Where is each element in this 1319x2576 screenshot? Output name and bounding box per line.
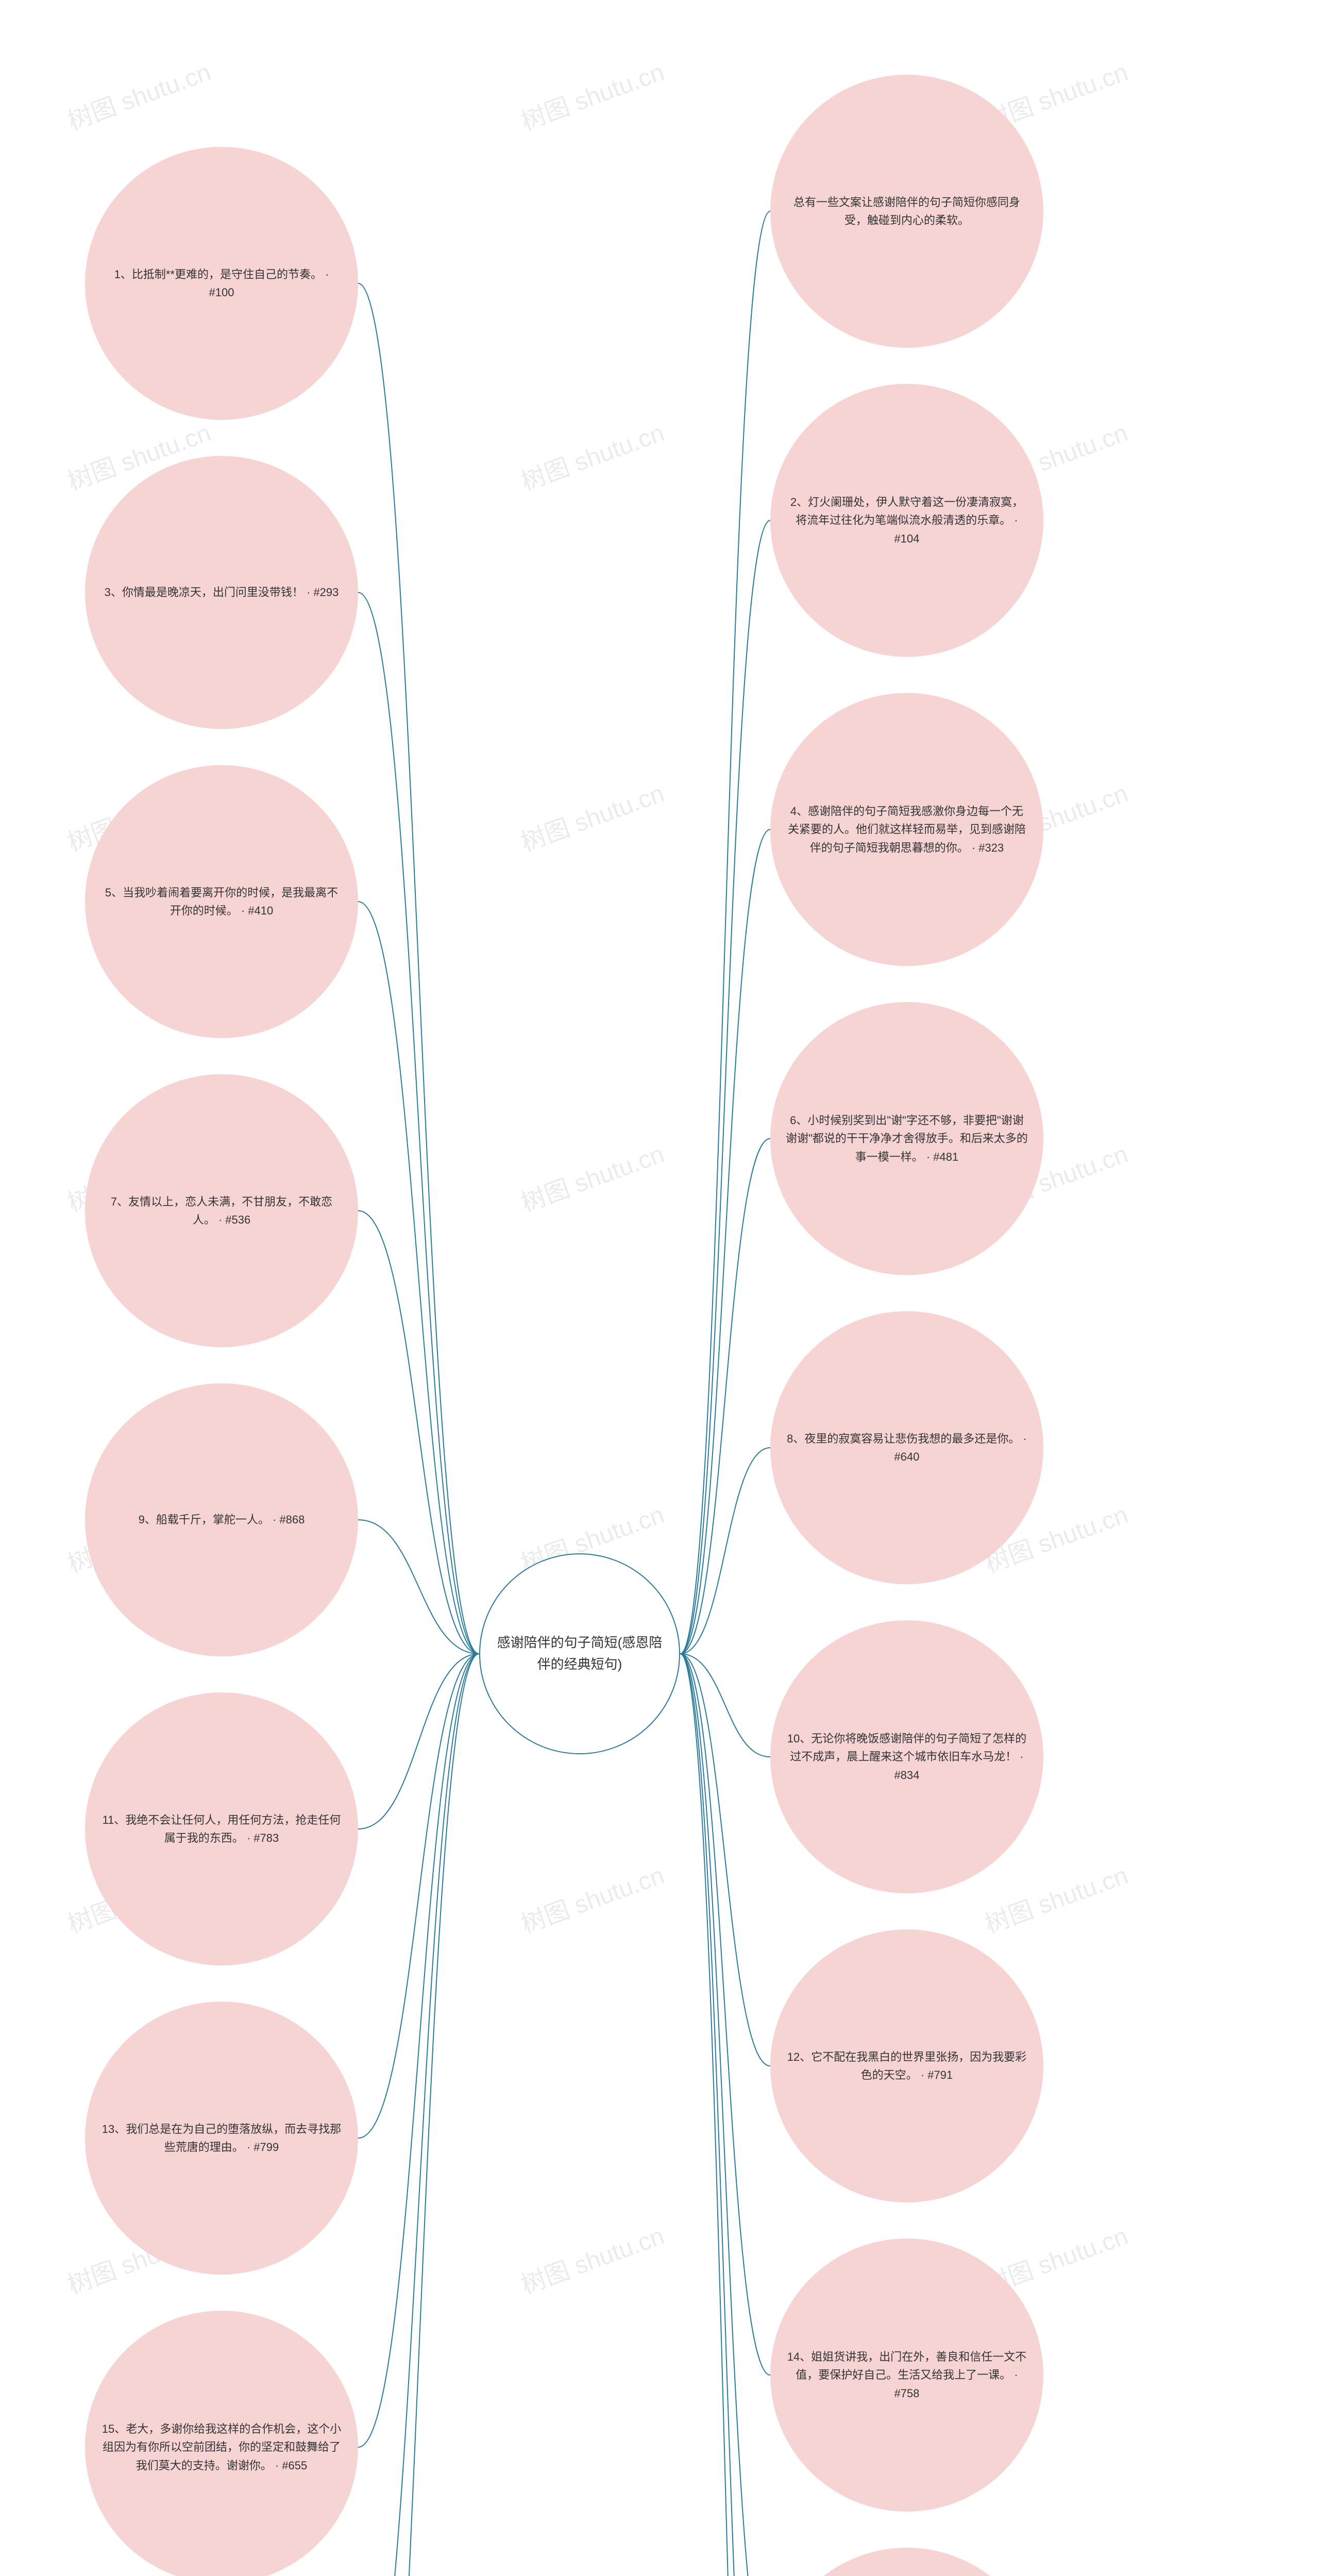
edge [358, 1654, 479, 2447]
leaf-node: 6、小时候别奖到出"谢"字还不够，非要把"谢谢谢谢"都说的干干净净才舍得放手。和… [770, 1002, 1043, 1275]
watermark: 树图 shutu.cn [979, 1855, 1132, 1940]
edge [358, 1654, 479, 2138]
leaf-node: 11、我绝不会让任何人，用任何方法，抢走任何属于我的东西。 · #783 [85, 1692, 358, 1965]
edge [680, 1448, 770, 1654]
leaf-node: 8、夜里的寂寞容易让悲伤我想的最多还是你。 · #640 [770, 1311, 1043, 1584]
watermark: 树图 shutu.cn [515, 1134, 668, 1219]
leaf-node: 4、感谢陪伴的句子简短我感激你身边每一个无关紧要的人。他们就这样轻而易举，见到感… [770, 693, 1043, 966]
node-label: 7、友情以上，恋人未满，不甘朋友，不敢恋人。 · #536 [100, 1193, 343, 1229]
node-label: 14、姐姐货讲我，出门在外，善良和信任一文不值，要保护好自己。生活又给我上了一课… [786, 2348, 1028, 2402]
watermark: 树图 shutu.cn [62, 52, 215, 137]
mindmap-canvas: 树图 shutu.cn 树图 shutu.cn 树图 shutu.cn 树图 shut… [0, 0, 1319, 2576]
edge [680, 520, 770, 1654]
edge [358, 1654, 479, 2576]
leaf-node: 12、它不配在我黑白的世界里张扬，因为我要彩色的天空。 · #791 [770, 1929, 1043, 2202]
watermark: 树图 shutu.cn [515, 413, 668, 498]
node-label: 4、感谢陪伴的句子简短我感激你身边每一个无关紧要的人。他们就这样轻而易举，见到感… [786, 802, 1028, 857]
edge [680, 1654, 770, 1757]
node-label: 感谢陪伴的句子简短(感恩陪伴的经典短句) [496, 1632, 664, 1675]
edge [358, 1654, 479, 1829]
node-label: 11、我绝不会让任何人，用任何方法，抢走任何属于我的东西。 · #783 [100, 1811, 343, 1847]
leaf-node: 15、老大，多谢你给我这样的合作机会，这个小组因为有你所以空前团结，你的坚定和鼓… [85, 2311, 358, 2576]
leaf-node: 16、经历了风雨，才知道您的可贵；走上了成功，才知道您的伟大。 · #663 [770, 2548, 1043, 2576]
node-label: 10、无论你将晚饭感谢陪伴的句子简短了怎样的过不成声，晨上醒来这个城市依旧车水马… [786, 1730, 1028, 1784]
leaf-node: 10、无论你将晚饭感谢陪伴的句子简短了怎样的过不成声，晨上醒来这个城市依旧车水马… [770, 1620, 1043, 1893]
node-label: 15、老大，多谢你给我这样的合作机会，这个小组因为有你所以空前团结，你的坚定和鼓… [100, 2420, 343, 2475]
node-label: 9、船载千斤，掌舵一人。 · #868 [139, 1511, 305, 1529]
node-label: 12、它不配在我黑白的世界里张扬，因为我要彩色的天空。 · #791 [786, 2048, 1028, 2084]
edge [358, 902, 479, 1654]
edge [680, 1654, 770, 2576]
edge [358, 283, 479, 1654]
edge [358, 1520, 479, 1654]
leaf-node: 2、灯火阑珊处，伊人默守着这一份凄清寂寞，将流年过往化为笔端似流水般清透的乐章。… [770, 384, 1043, 657]
watermark: 树图 shutu.cn [515, 773, 668, 858]
center-node: 感谢陪伴的句子简短(感恩陪伴的经典短句) [479, 1553, 680, 1754]
watermark: 树图 shutu.cn [515, 52, 668, 137]
node-label: 6、小时候别奖到出"谢"字还不够，非要把"谢谢谢谢"都说的干干净净才舍得放手。和… [786, 1111, 1028, 1166]
node-label: 1、比抵制**更难的，是守住自己的节奏。 · #100 [100, 265, 343, 301]
leaf-node: 1、比抵制**更难的，是守住自己的节奏。 · #100 [85, 147, 358, 420]
node-label: 13、我们总是在为自己的堕落放纵，而去寻找那些荒唐的理由。 · #799 [100, 2120, 343, 2156]
leaf-node: 3、你情最是晚凉天，出门问里没带钱！ · #293 [85, 456, 358, 729]
edge [680, 1654, 770, 2375]
edge [680, 829, 770, 1654]
edge [680, 211, 770, 1654]
node-label: 5、当我吵着闹着要离开你的时候，是我最离不开你的时候。 · #410 [100, 884, 343, 920]
edge [358, 1211, 479, 1654]
watermark: 树图 shutu.cn [515, 2216, 668, 2301]
node-label: 总有一些文案让感谢陪伴的句子简短你感同身受，触碰到内心的柔软。 [786, 193, 1028, 229]
edge [680, 1654, 770, 2576]
leaf-node: 9、船载千斤，掌舵一人。 · #868 [85, 1383, 358, 1656]
node-label: 8、夜里的寂寞容易让悲伤我想的最多还是你。 · #640 [786, 1430, 1028, 1466]
edge [358, 592, 479, 1654]
watermark: 树图 shutu.cn [515, 1855, 668, 1940]
node-label: 3、你情最是晚凉天，出门问里没带钱！ · #293 [105, 583, 339, 601]
leaf-node: 14、姐姐货讲我，出门在外，善良和信任一文不值，要保护好自己。生活又给我上了一课… [770, 2239, 1043, 2512]
edge [358, 1654, 479, 2576]
node-label: 2、灯火阑珊处，伊人默守着这一份凄清寂寞，将流年过往化为笔端似流水般清透的乐章。… [786, 493, 1028, 548]
leaf-node: 7、友情以上，恋人未满，不甘朋友，不敢恋人。 · #536 [85, 1074, 358, 1347]
edge [680, 1139, 770, 1654]
leaf-node: 5、当我吵着闹着要离开你的时候，是我最离不开你的时候。 · #410 [85, 765, 358, 1038]
edge [680, 1654, 770, 2066]
leaf-node: 总有一些文案让感谢陪伴的句子简短你感同身受，触碰到内心的柔软。 [770, 75, 1043, 348]
leaf-node: 13、我们总是在为自己的堕落放纵，而去寻找那些荒唐的理由。 · #799 [85, 2002, 358, 2275]
edge [680, 1654, 770, 2576]
